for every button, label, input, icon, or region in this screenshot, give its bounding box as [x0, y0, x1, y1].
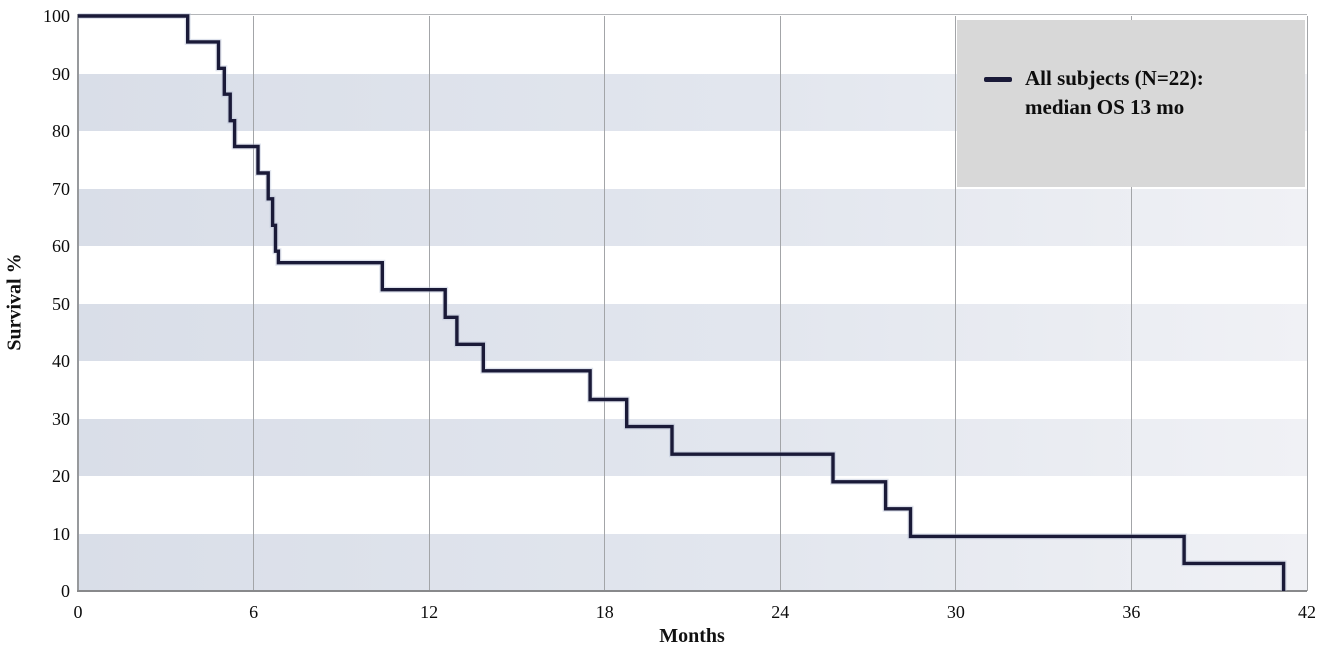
vertical-gridline	[604, 16, 606, 591]
plot-area	[77, 13, 1308, 592]
vertical-gridline	[779, 16, 781, 591]
legend-label-line2: median OS 13 mo	[1025, 95, 1185, 119]
x-tick-label: 0	[73, 602, 83, 622]
y-tick-label: 70	[52, 178, 70, 199]
y-tick-label: 30	[52, 408, 70, 429]
x-tick-label: 12	[420, 602, 439, 622]
y-tick-label: 50	[52, 293, 70, 314]
vertical-gridline	[1306, 16, 1308, 591]
legend-label: All subjects (N=22): median OS 13 mo	[1025, 64, 1204, 122]
x-tick-label: 24	[771, 602, 790, 622]
survival-curve-path	[78, 14, 1286, 591]
y-tick-label: 90	[52, 63, 70, 84]
x-axis-title: Months	[659, 625, 725, 647]
x-axis-line	[77, 590, 1307, 592]
survival-curve	[78, 13, 1287, 591]
x-tick-label: 42	[1298, 602, 1316, 622]
y-tick-label: 40	[52, 351, 70, 371]
shaded-band	[78, 303, 1307, 361]
y-tick-label: 10	[52, 523, 70, 544]
x-tick-label: 30	[946, 602, 965, 622]
dash-icon	[984, 77, 1012, 82]
y-tick-label: 100	[43, 6, 70, 26]
x-tick-label: 36	[1122, 602, 1141, 622]
vertical-gridline	[253, 16, 255, 591]
legend-box: All subjects (N=22): median OS 13 mo	[957, 20, 1305, 187]
y-tick-label: 60	[52, 236, 70, 256]
y-axis-line	[77, 14, 79, 591]
shaded-band	[78, 418, 1307, 476]
vertical-gridline	[428, 16, 430, 591]
y-tick-label: 80	[52, 121, 70, 141]
legend-label-line1: All subjects (N=22):	[1025, 66, 1204, 90]
shaded-band	[78, 533, 1307, 591]
y-tick-label: 0	[61, 581, 70, 601]
x-tick-label: 6	[249, 602, 259, 622]
y-tick-label: 20	[52, 466, 70, 486]
vertical-gridline	[1130, 16, 1132, 591]
y-axis-title: Survival %	[3, 253, 26, 351]
x-tick-label: 18	[595, 602, 614, 622]
shaded-band	[78, 188, 1307, 246]
plot-top-border	[78, 14, 1307, 15]
vertical-gridline	[955, 16, 957, 591]
